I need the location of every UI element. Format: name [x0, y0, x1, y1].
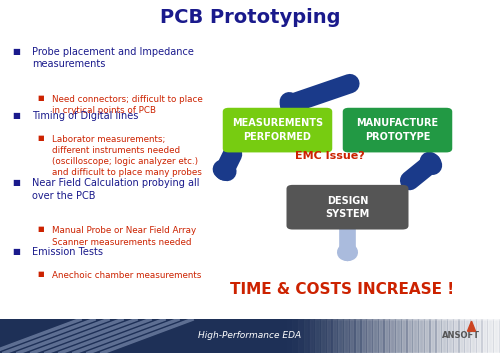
- Bar: [442, 319, 458, 353]
- Bar: [281, 319, 296, 353]
- Text: Anechoic chamber measurements: Anechoic chamber measurements: [52, 271, 202, 280]
- Text: Near Field Calculation probying all
over the PCB: Near Field Calculation probying all over…: [32, 178, 200, 201]
- Bar: [356, 319, 371, 353]
- Text: Probe placement and Impedance
measurements: Probe placement and Impedance measuremen…: [32, 47, 194, 69]
- Text: ■: ■: [38, 271, 44, 277]
- Text: TIME & COSTS INCREASE !: TIME & COSTS INCREASE !: [230, 282, 454, 297]
- Bar: [436, 319, 452, 353]
- Bar: [362, 319, 376, 353]
- Text: High-Performance EDA: High-Performance EDA: [198, 331, 302, 340]
- Bar: [466, 319, 480, 353]
- Text: Timing of Digital lines: Timing of Digital lines: [32, 111, 139, 121]
- Bar: [338, 319, 353, 353]
- Bar: [298, 319, 313, 353]
- Bar: [379, 319, 394, 353]
- Bar: [321, 319, 336, 353]
- FancyBboxPatch shape: [0, 319, 500, 353]
- Bar: [425, 319, 440, 353]
- Text: Need connectors; difficult to place
in crytical points of PCB: Need connectors; difficult to place in c…: [52, 95, 203, 115]
- Bar: [310, 319, 324, 353]
- Text: PCB Prototyping: PCB Prototyping: [160, 8, 340, 27]
- Bar: [368, 319, 382, 353]
- Bar: [396, 319, 411, 353]
- Text: ■: ■: [38, 95, 44, 101]
- Text: Manual Probe or Near Field Array
Scanner measurements needed: Manual Probe or Near Field Array Scanner…: [52, 227, 197, 246]
- Bar: [408, 319, 422, 353]
- Bar: [373, 319, 388, 353]
- FancyBboxPatch shape: [223, 108, 332, 152]
- Bar: [292, 319, 308, 353]
- Text: Emission Tests: Emission Tests: [32, 247, 104, 257]
- Bar: [327, 319, 342, 353]
- Text: ■: ■: [12, 111, 20, 120]
- Bar: [477, 319, 492, 353]
- Bar: [275, 319, 290, 353]
- Text: ■: ■: [12, 47, 20, 55]
- Bar: [419, 319, 434, 353]
- Text: ■: ■: [12, 247, 20, 256]
- FancyBboxPatch shape: [286, 185, 408, 229]
- Text: MANUFACTURE
PROTOTYPE: MANUFACTURE PROTOTYPE: [356, 119, 438, 142]
- Text: ■: ■: [12, 178, 20, 187]
- Bar: [344, 319, 359, 353]
- Bar: [402, 319, 417, 353]
- Text: ■: ■: [38, 135, 44, 141]
- Bar: [488, 319, 500, 353]
- Bar: [384, 319, 400, 353]
- Text: ANSOFT: ANSOFT: [442, 331, 480, 340]
- Polygon shape: [468, 321, 475, 331]
- FancyBboxPatch shape: [343, 108, 452, 152]
- Text: MEASUREMENTS
PERFORMED: MEASUREMENTS PERFORMED: [232, 119, 323, 142]
- Bar: [414, 319, 428, 353]
- Bar: [482, 319, 498, 353]
- Bar: [390, 319, 406, 353]
- Bar: [350, 319, 365, 353]
- Bar: [460, 319, 474, 353]
- Text: ■: ■: [38, 227, 44, 233]
- Text: DESIGN
SYSTEM: DESIGN SYSTEM: [326, 196, 370, 219]
- Bar: [332, 319, 347, 353]
- Bar: [454, 319, 469, 353]
- Text: Laborator measurements;
different instruments needed
(oscilloscope; logic analyz: Laborator measurements; different instru…: [52, 135, 203, 177]
- Bar: [286, 319, 302, 353]
- Bar: [494, 319, 500, 353]
- Bar: [471, 319, 486, 353]
- Bar: [316, 319, 330, 353]
- Bar: [448, 319, 463, 353]
- Bar: [304, 319, 319, 353]
- Text: EMC Issue?: EMC Issue?: [295, 151, 365, 161]
- Bar: [431, 319, 446, 353]
